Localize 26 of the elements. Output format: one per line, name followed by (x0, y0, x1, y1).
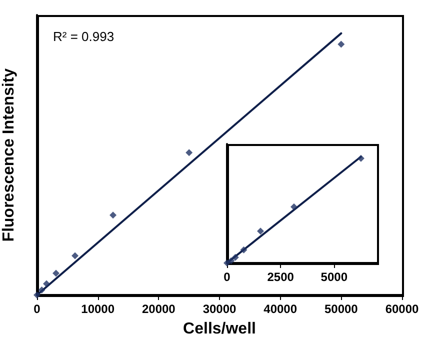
point (38, 286, 46, 294)
y-axis-title: Fluorescence Intensity (0, 68, 18, 242)
x-tick-label: 50000 (324, 302, 358, 316)
point (72, 252, 79, 260)
point (256, 228, 264, 235)
point (240, 246, 248, 254)
point (186, 149, 193, 156)
x-tick-label: 0 (34, 302, 41, 316)
x-tick-label: 2500 (267, 270, 294, 284)
point (43, 280, 50, 288)
x-axis-title: Cells/well (183, 320, 256, 338)
x-tick-label: 60000 (385, 302, 420, 316)
x-tick-label: 0 (224, 270, 231, 284)
point (228, 257, 235, 264)
x-tick-label: 20000 (142, 302, 176, 316)
point (52, 270, 60, 277)
point (290, 203, 298, 210)
x-tick-label: 40000 (264, 302, 298, 316)
x-tick-label: 30000 (202, 302, 237, 316)
point (110, 212, 117, 219)
annotation: R² = 0.993 (53, 29, 114, 44)
x-tick-label: 10000 (81, 302, 115, 316)
point (338, 40, 345, 48)
x-tick-label: 5000 (320, 270, 348, 284)
point (232, 254, 239, 261)
point (357, 154, 364, 162)
